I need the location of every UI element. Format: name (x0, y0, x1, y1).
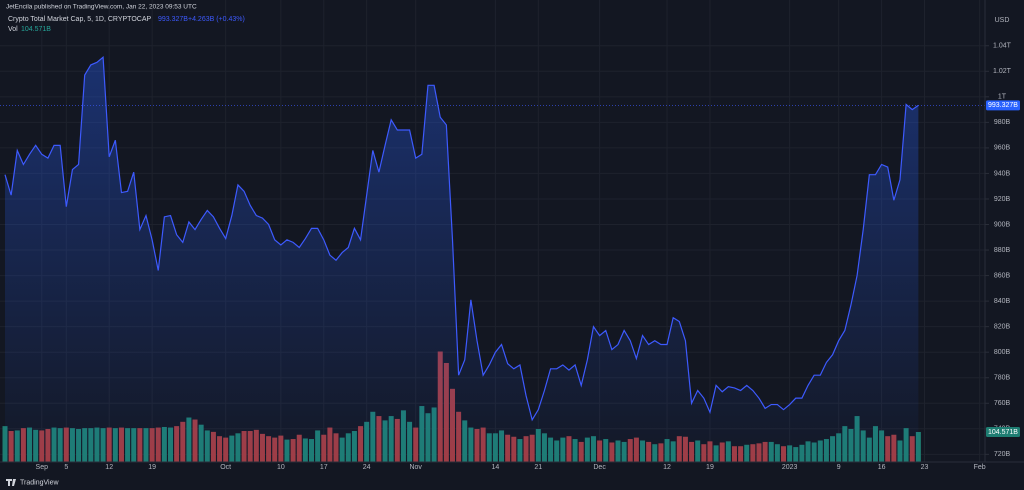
x-tick-label: 12 (105, 464, 113, 471)
price-line (4, 56, 919, 422)
y-tick-label: 1.04T (993, 43, 1012, 50)
x-tick-label: 14 (492, 464, 500, 471)
last-price-tag-label: 993.327B (988, 102, 1018, 109)
y-tick-label: 880B (994, 247, 1011, 254)
y-tick-label: 1.02T (993, 68, 1012, 75)
x-tick-label: 12 (663, 464, 671, 471)
x-tick-label: 19 (148, 464, 156, 471)
x-tick-label: 21 (534, 464, 542, 471)
price-change: +4.263B (+0.43%) (188, 16, 245, 23)
volume-tag (986, 426, 1020, 437)
y-tick-label: 1T (998, 94, 1007, 101)
y-tick-label: 780B (994, 375, 1011, 382)
price-fill (5, 57, 919, 463)
volume-tag-label: 104.571B (988, 429, 1018, 436)
x-tick-label: 5 (64, 464, 68, 471)
volume-value: 104.571B (21, 26, 51, 33)
y-tick-label: 760B (994, 400, 1011, 407)
x-tick-label: 16 (878, 464, 886, 471)
axes: 720B740B760B780B800B820B840B860B880B900B… (36, 43, 1020, 471)
x-tick-label: Nov (409, 464, 422, 471)
y-tick-label: 920B (994, 196, 1011, 203)
x-tick-label: 23 (921, 464, 929, 471)
brand-logo (6, 479, 16, 486)
x-tick-label: 17 (320, 464, 328, 471)
currency: USD (995, 17, 1010, 24)
published-note: JetEncila published on TradingView.com, … (6, 4, 197, 11)
x-tick-label: 10 (277, 464, 285, 471)
brand-name: TradingView (20, 479, 59, 486)
y-tick-label: 840B (994, 298, 1011, 305)
brand: TradingView (6, 479, 59, 486)
y-tick-label: 800B (994, 349, 1011, 356)
x-tick-label: 2023 (782, 464, 798, 471)
y-tick-label: 900B (994, 221, 1011, 228)
x-tick-label: 19 (706, 464, 714, 471)
x-tick-label: Oct (220, 464, 231, 471)
y-tick-label: 720B (994, 451, 1011, 458)
y-tick-label: 960B (994, 145, 1011, 152)
y-tick-label: 980B (994, 119, 1011, 126)
x-tick-label: Feb (974, 464, 986, 471)
symbol: Crypto Total Market Cap, 5, 1D, CRYPTOCA… (8, 16, 151, 23)
last-price: 993.327B (158, 16, 188, 23)
x-tick-label: Sep (36, 464, 49, 471)
y-tick-label: 820B (994, 323, 1011, 330)
last-price-tag (986, 100, 1020, 111)
volume-name: Vol (8, 26, 18, 33)
x-tick-label: 24 (363, 464, 371, 471)
x-tick-label: 9 (837, 464, 841, 471)
y-tick-label: 860B (994, 272, 1011, 279)
x-tick-label: Dec (593, 464, 606, 471)
y-tick-label: 940B (994, 170, 1011, 177)
price-area (0, 56, 985, 463)
